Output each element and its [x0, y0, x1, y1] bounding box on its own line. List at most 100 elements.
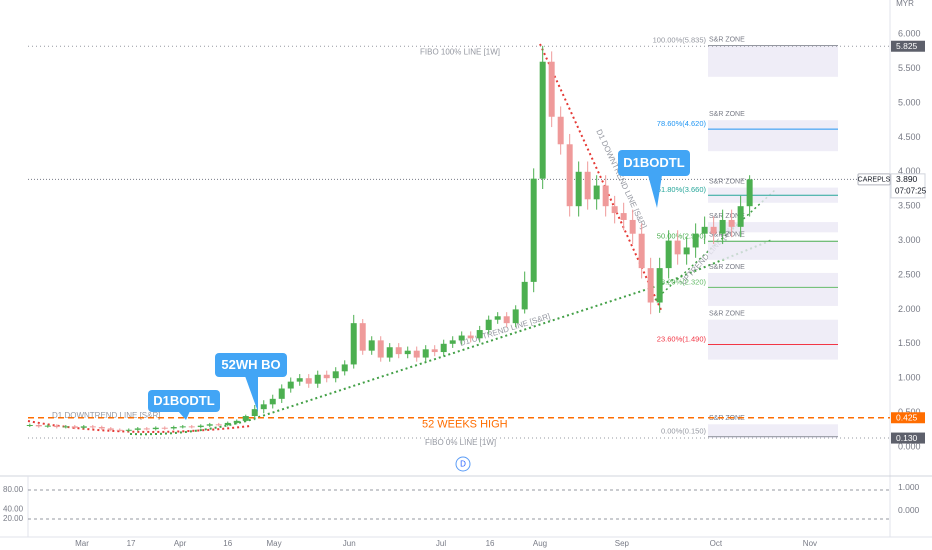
candle-body — [404, 350, 411, 355]
candle-body — [512, 309, 519, 324]
candle-body — [620, 213, 627, 220]
sr-zone-label: S&R ZONE — [709, 264, 745, 271]
candle-body — [125, 429, 132, 431]
x-tick-label: Aug — [533, 539, 547, 548]
candle-body — [368, 340, 375, 351]
price-badge-label: 0.130 — [896, 433, 918, 443]
osc-tick-label: 20.00 — [3, 514, 24, 523]
y-tick-label: 1.000 — [898, 373, 921, 383]
candle-body — [134, 428, 141, 430]
candle-body — [278, 388, 285, 399]
fib-label: 23.60%(1.490) — [657, 334, 707, 343]
candle-body — [521, 281, 528, 310]
candle-body — [287, 381, 294, 389]
candle-body — [44, 425, 51, 427]
candle-body — [26, 424, 33, 426]
candle-body — [107, 428, 114, 430]
y-tick-label: 1.500 — [898, 338, 921, 348]
fib-label: 38.20%(2.320) — [657, 277, 707, 286]
fib-label: 0.00%(0.150) — [661, 427, 707, 436]
candle-body — [206, 424, 213, 426]
callout: D1BODTL — [148, 390, 220, 420]
price-badge-label: 5.825 — [896, 41, 918, 51]
candle-body — [539, 61, 546, 179]
candle-body — [665, 240, 672, 269]
price-badge — [891, 40, 925, 52]
candle-body — [440, 343, 447, 353]
sr-zone — [708, 45, 838, 77]
candle-body — [296, 378, 303, 382]
candle-body — [152, 427, 159, 430]
x-tick-label: May — [267, 539, 282, 548]
currency: MYR — [896, 0, 914, 8]
y-tick-label: 6.000 — [898, 29, 921, 39]
candle-body — [323, 374, 330, 379]
candle-body — [683, 247, 690, 255]
fib-label: 61.80%(3.660) — [657, 185, 707, 194]
x-tick-label: Oct — [710, 539, 723, 548]
y-tick-label: 5.000 — [898, 97, 921, 107]
y-tick-label: 2.000 — [898, 304, 921, 314]
x-tick-label: Mar — [75, 539, 89, 548]
candle-body — [485, 319, 492, 331]
fib-label: 50.00%(2.990) — [657, 231, 707, 240]
candle-body — [431, 349, 438, 353]
candle-body — [647, 268, 654, 303]
y-tick-label: 3.000 — [898, 235, 921, 245]
callout-text: D1BODTL — [153, 393, 214, 408]
candle-body — [467, 335, 474, 339]
candle-body — [260, 404, 267, 410]
candle-body — [80, 426, 87, 428]
sr-zone-label: S&R ZONE — [709, 231, 745, 238]
line-label: FIBO 100% LINE [1W] — [420, 47, 500, 56]
candle-body — [422, 349, 429, 358]
x-tick-label: 16 — [223, 539, 232, 548]
y-tick-label: 4.500 — [898, 132, 921, 142]
candle-body — [719, 219, 726, 234]
candle-body — [746, 179, 753, 207]
last-price-badge — [890, 173, 926, 199]
uptrend-line — [129, 239, 773, 436]
candle-body — [62, 426, 69, 428]
candle-body — [476, 330, 483, 339]
x-tick-label: Apr — [174, 539, 187, 548]
candle-body — [602, 185, 609, 207]
candle-body — [737, 206, 744, 227]
y-tick-label: 0.000 — [898, 441, 921, 451]
last-price-label: 3.890 — [896, 174, 918, 184]
candle-body — [530, 178, 537, 282]
price-badge-label: 0.425 — [896, 413, 918, 423]
price-badge — [891, 432, 925, 444]
callout-text: D1BODTL — [623, 155, 684, 170]
sr-zone-label: S&R ZONE — [709, 311, 745, 318]
downtrend-line — [27, 420, 251, 433]
candle-body — [566, 144, 573, 207]
candle-body — [674, 240, 681, 255]
candle-body — [575, 171, 582, 207]
x-tick-label: Jun — [343, 539, 356, 548]
candle-body — [224, 422, 231, 425]
dividend-marker: D — [455, 456, 471, 472]
sr-zone — [708, 222, 838, 233]
annotation: D1 DOWNTREND LINE [S&R] — [52, 411, 160, 420]
candle-body — [53, 425, 60, 428]
candle-body — [161, 427, 168, 429]
candle-body — [629, 219, 636, 234]
candle-body — [395, 347, 402, 355]
x-tick-label: Jul — [436, 539, 446, 548]
candle-body — [386, 347, 393, 358]
candle-body — [305, 378, 312, 384]
callout: D1BODTL — [618, 150, 690, 208]
candle-body — [638, 233, 645, 269]
osc-tick-label: 40.00 — [3, 504, 24, 513]
x-tick-label: Nov — [803, 539, 817, 548]
candle-body — [332, 371, 339, 379]
candle-body — [188, 426, 195, 428]
sr-zone-label: S&R ZONE — [709, 111, 745, 118]
osc-y2-tick-label: 0.000 — [898, 505, 920, 515]
sr-zone-label: S&R ZONE — [709, 415, 745, 422]
candle-body — [413, 350, 420, 358]
candle-body — [98, 427, 105, 429]
